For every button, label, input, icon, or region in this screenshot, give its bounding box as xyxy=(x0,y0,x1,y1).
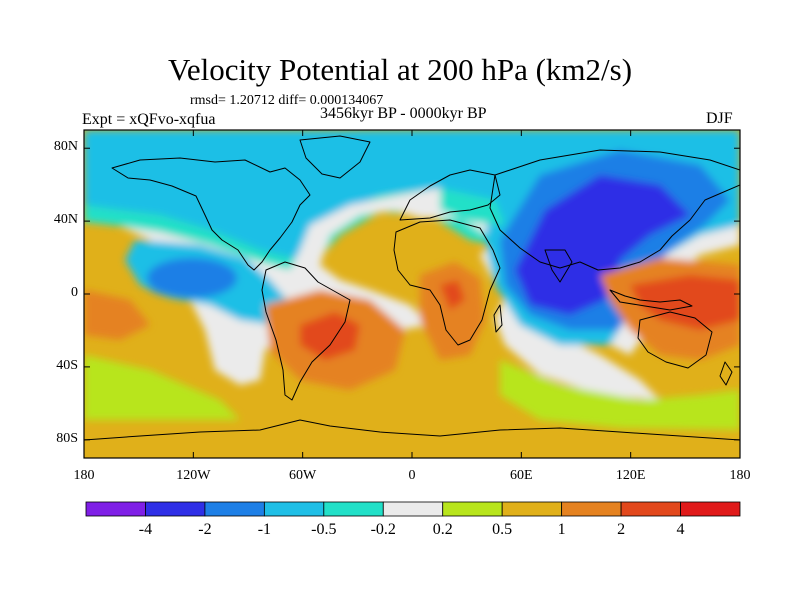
coast-north-america xyxy=(111,157,311,271)
field-westpac-warm xyxy=(84,290,150,340)
colorbar-label: -0.2 xyxy=(370,521,396,538)
map-field xyxy=(84,130,740,458)
y-tick-label: 0 xyxy=(71,285,78,300)
colorbar-label: 4 xyxy=(676,521,685,538)
coast-europe xyxy=(399,169,501,221)
field-natl-cyan xyxy=(440,188,505,225)
y-tick-label: 40S xyxy=(56,357,78,373)
colorbar-label: 0.2 xyxy=(432,521,453,538)
colorbar-label: 2 xyxy=(617,521,626,538)
field-africa-hot xyxy=(440,280,465,310)
colorbar-swatch xyxy=(145,501,206,517)
coast-asia xyxy=(489,149,740,271)
colorbar-swatch xyxy=(323,501,384,517)
x-tick-label: 120W xyxy=(176,468,211,483)
coast-india xyxy=(544,249,573,283)
colorbar-label: -0.5 xyxy=(311,521,337,538)
field-africa-warm xyxy=(420,262,485,360)
coast-madagascar xyxy=(493,304,503,333)
chart-title: Velocity Potential at 200 hPa (km2/s) xyxy=(167,52,633,87)
coast-greenland xyxy=(299,135,371,179)
y-tick-label: 80N xyxy=(53,139,78,155)
colorbar-label: -4 xyxy=(138,521,153,538)
coast-africa xyxy=(393,219,501,346)
field-samerica-hot xyxy=(300,312,360,360)
field-southpac-green xyxy=(84,355,240,420)
coast-indonesia xyxy=(609,289,693,311)
colorbar-label: -2 xyxy=(198,521,212,538)
x-tick-label: 180 xyxy=(73,468,95,483)
x-tick-label: 60W xyxy=(289,468,317,483)
colorbar-swatch xyxy=(442,501,503,517)
coast-new-zealand xyxy=(719,361,733,386)
colorbar xyxy=(85,501,741,517)
x-tick-label: 180 xyxy=(729,468,751,483)
tick-marks xyxy=(83,130,741,458)
field-white-band-atlantic xyxy=(84,188,660,400)
colorbar-label: -1 xyxy=(257,521,272,538)
coast-antarctica xyxy=(84,419,740,441)
stats-label: rmsd= 1.20712 diff= 0.000134067 xyxy=(190,93,384,108)
coast-south-america xyxy=(261,261,351,401)
colorbar-swatch xyxy=(204,501,265,517)
colorbar-swatch xyxy=(85,501,146,517)
colorbar-label: 1 xyxy=(557,521,566,538)
colorbar-swatch xyxy=(561,501,622,517)
coastlines xyxy=(84,135,740,441)
colorbar-swatch xyxy=(382,501,444,517)
x-tick-label: 60E xyxy=(510,468,533,483)
experiment-label: Expt = xQFvo-xqfua xyxy=(82,111,216,128)
y-tick-label: 80S xyxy=(56,430,78,446)
field-south-green xyxy=(500,360,740,430)
colorbar-swatch xyxy=(680,501,741,517)
period-label: 3456kyr BP - 0000kyr BP xyxy=(320,105,487,122)
y-tick-label: 40N xyxy=(53,212,78,228)
colorbar-swatch xyxy=(263,501,325,517)
colorbar-swatch xyxy=(501,501,563,517)
field-pacific-core xyxy=(147,258,237,298)
season-label: DJF xyxy=(706,110,733,127)
coast-australia xyxy=(637,311,713,369)
colorbar-label: 0.5 xyxy=(492,521,513,538)
x-tick-label: 120E xyxy=(615,468,646,483)
x-tick-label: 0 xyxy=(408,468,416,483)
colorbar-swatch xyxy=(620,501,681,517)
